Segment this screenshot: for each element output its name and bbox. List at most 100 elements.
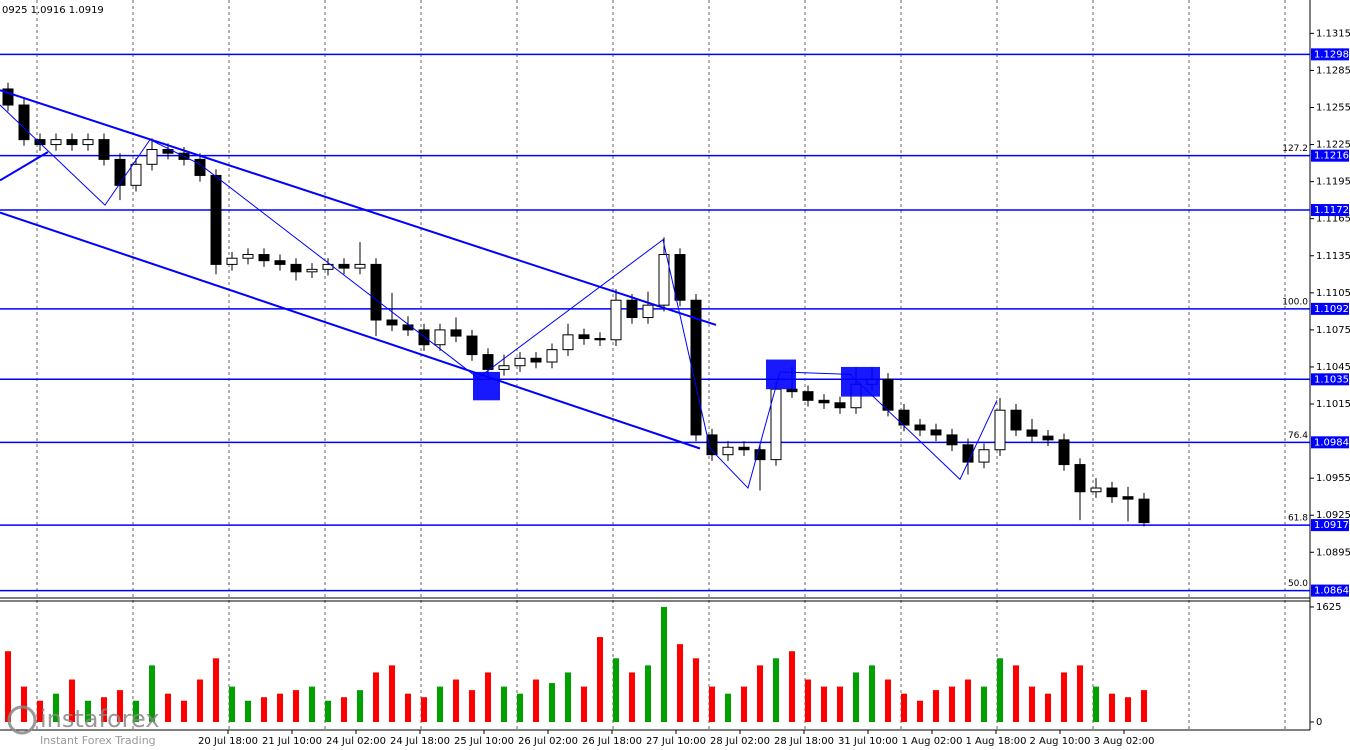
volume-bar (613, 658, 619, 722)
volume-bar (437, 686, 443, 722)
candle-body (34, 139, 46, 146)
candle-body (1122, 496, 1134, 500)
volume-bar (901, 693, 907, 722)
candle (658, 237, 670, 312)
candle-body (370, 263, 382, 321)
volume-bar (565, 672, 571, 722)
volume-bar (357, 690, 363, 722)
level-label-box (1311, 436, 1349, 449)
candle (146, 138, 158, 171)
candle-body (562, 334, 574, 351)
candle (946, 428, 958, 451)
candle-body (834, 402, 846, 409)
candle (306, 263, 318, 278)
volume-bar (677, 644, 683, 722)
candle (626, 294, 638, 324)
candle-body (194, 158, 206, 176)
candle-body (466, 335, 478, 356)
candle-body (386, 319, 398, 326)
level-label-box (1311, 584, 1349, 597)
candle-body (626, 299, 638, 319)
volume-bar (501, 686, 507, 722)
candle (1074, 458, 1086, 521)
volume-bar (597, 637, 603, 722)
highlight-box (841, 366, 880, 397)
volume-bar (933, 690, 939, 722)
y-tick-label: 1.0895 (1316, 547, 1350, 558)
candle (226, 252, 238, 271)
candle (1058, 433, 1070, 471)
level-label-box (1311, 149, 1349, 162)
candle-body (690, 299, 702, 436)
volume-bar (629, 672, 635, 722)
volume-bar (389, 665, 395, 722)
candle-body (18, 104, 30, 141)
x-tick-label: 24 Jul 02:00 (326, 736, 386, 747)
header-text: 0925 1.0916 1.0919 (2, 5, 104, 16)
candle-body (1058, 439, 1070, 466)
volume-bar (1109, 693, 1115, 722)
highlight-box (766, 359, 796, 390)
candle-body (210, 174, 222, 265)
fib-label: 100.0 (1282, 297, 1308, 307)
candle-body (114, 158, 126, 186)
volume-bar (949, 686, 955, 722)
trendline (0, 151, 49, 182)
candle (738, 441, 750, 456)
volume-bar (581, 686, 587, 722)
candle (578, 328, 590, 345)
candle (1026, 418, 1038, 443)
volume-bar (213, 658, 219, 722)
level-label: 1.1298 (1314, 49, 1349, 60)
volume-bar (965, 679, 971, 722)
candle-body (594, 338, 606, 341)
x-tick-label: 1 Aug 02:00 (901, 736, 962, 747)
candle (194, 153, 206, 182)
volume-bar (805, 679, 811, 722)
candle-body (450, 329, 462, 337)
y-tick-label: 1.1015 (1316, 399, 1350, 410)
volume-bar (997, 658, 1003, 722)
volume-bar (981, 686, 987, 722)
volume-bar (309, 686, 315, 722)
candle (82, 133, 94, 151)
volume-tick-label: 1625 (1316, 602, 1341, 613)
volume-bar (821, 686, 827, 722)
volume-bar (1013, 665, 1019, 722)
candle (18, 98, 30, 146)
fib-label: 76.4 (1288, 431, 1308, 441)
level-label: 1.1092 (1314, 304, 1349, 315)
volume-bar (1077, 665, 1083, 722)
candle-body (674, 254, 686, 301)
candle (1090, 478, 1102, 498)
volume-tick-label: 0 (1316, 717, 1322, 728)
fib-label: 127.2 (1282, 144, 1308, 154)
volume-bar (917, 700, 923, 722)
y-tick-label: 1.1255 (1316, 102, 1350, 113)
volume-bar (693, 658, 699, 722)
volume-bar (37, 700, 43, 722)
candle (114, 153, 126, 201)
candle-body (482, 354, 494, 370)
slogan: Instant Forex Trading (40, 734, 156, 747)
candle (514, 352, 526, 372)
volume-bar (181, 700, 187, 722)
candle-body (290, 263, 302, 273)
candle (530, 352, 542, 369)
watermark: instaforex Instant Forex Trading (7, 705, 160, 747)
volume-bar (421, 697, 427, 722)
x-tick-label: 20 Jul 18:00 (198, 736, 258, 747)
volume-bar (325, 700, 331, 722)
candle (2, 82, 14, 112)
volume-bar (341, 697, 347, 722)
x-tick-label: 3 Aug 02:00 (1093, 736, 1154, 747)
volume-bar (405, 693, 411, 722)
candle (930, 423, 942, 442)
candle-body (306, 268, 318, 273)
y-tick-label: 1.1075 (1316, 325, 1350, 336)
level-label-box (1311, 373, 1349, 386)
volume-bar (837, 686, 843, 722)
x-tick-label: 27 Jul 10:00 (646, 736, 706, 747)
candle-body (962, 444, 974, 463)
volume-bar (789, 651, 795, 722)
